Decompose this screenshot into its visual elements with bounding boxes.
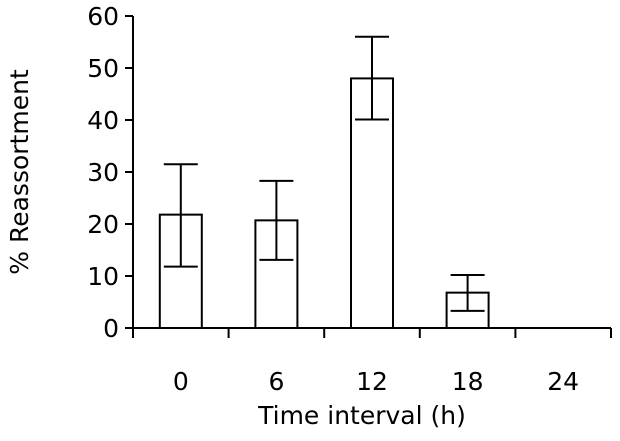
x-tick-label-6: 6 [268,367,284,396]
y-axis-tick-labels: 0 10 20 30 40 50 60 [87,2,119,343]
error-bar-6 [259,179,294,261]
x-tick-label-0: 0 [173,367,189,396]
y-axis-title: % Reassortment [5,69,34,275]
x-axis-title: Time interval (h) [257,401,466,430]
bars [158,77,490,330]
y-tick-label-60: 60 [87,2,119,31]
y-tick-label-10: 10 [87,262,119,291]
x-tick-label-24: 24 [547,367,579,396]
y-axis-ticks [125,15,133,329]
x-axis-tick-labels: 0 6 12 18 24 [173,367,579,396]
y-tick-label-0: 0 [103,314,119,343]
y-tick-label-50: 50 [87,54,119,83]
error-bar-12 [355,35,389,121]
x-tick-label-18: 18 [452,367,484,396]
x-axis-ticks [132,328,612,338]
y-tick-label-40: 40 [87,106,119,135]
y-tick-label-20: 20 [87,210,119,239]
error-bar-0 [163,163,198,268]
y-tick-label-30: 30 [87,158,119,187]
x-tick-label-12: 12 [356,367,388,396]
error-bar-18 [450,273,485,312]
error-bars [163,35,485,312]
